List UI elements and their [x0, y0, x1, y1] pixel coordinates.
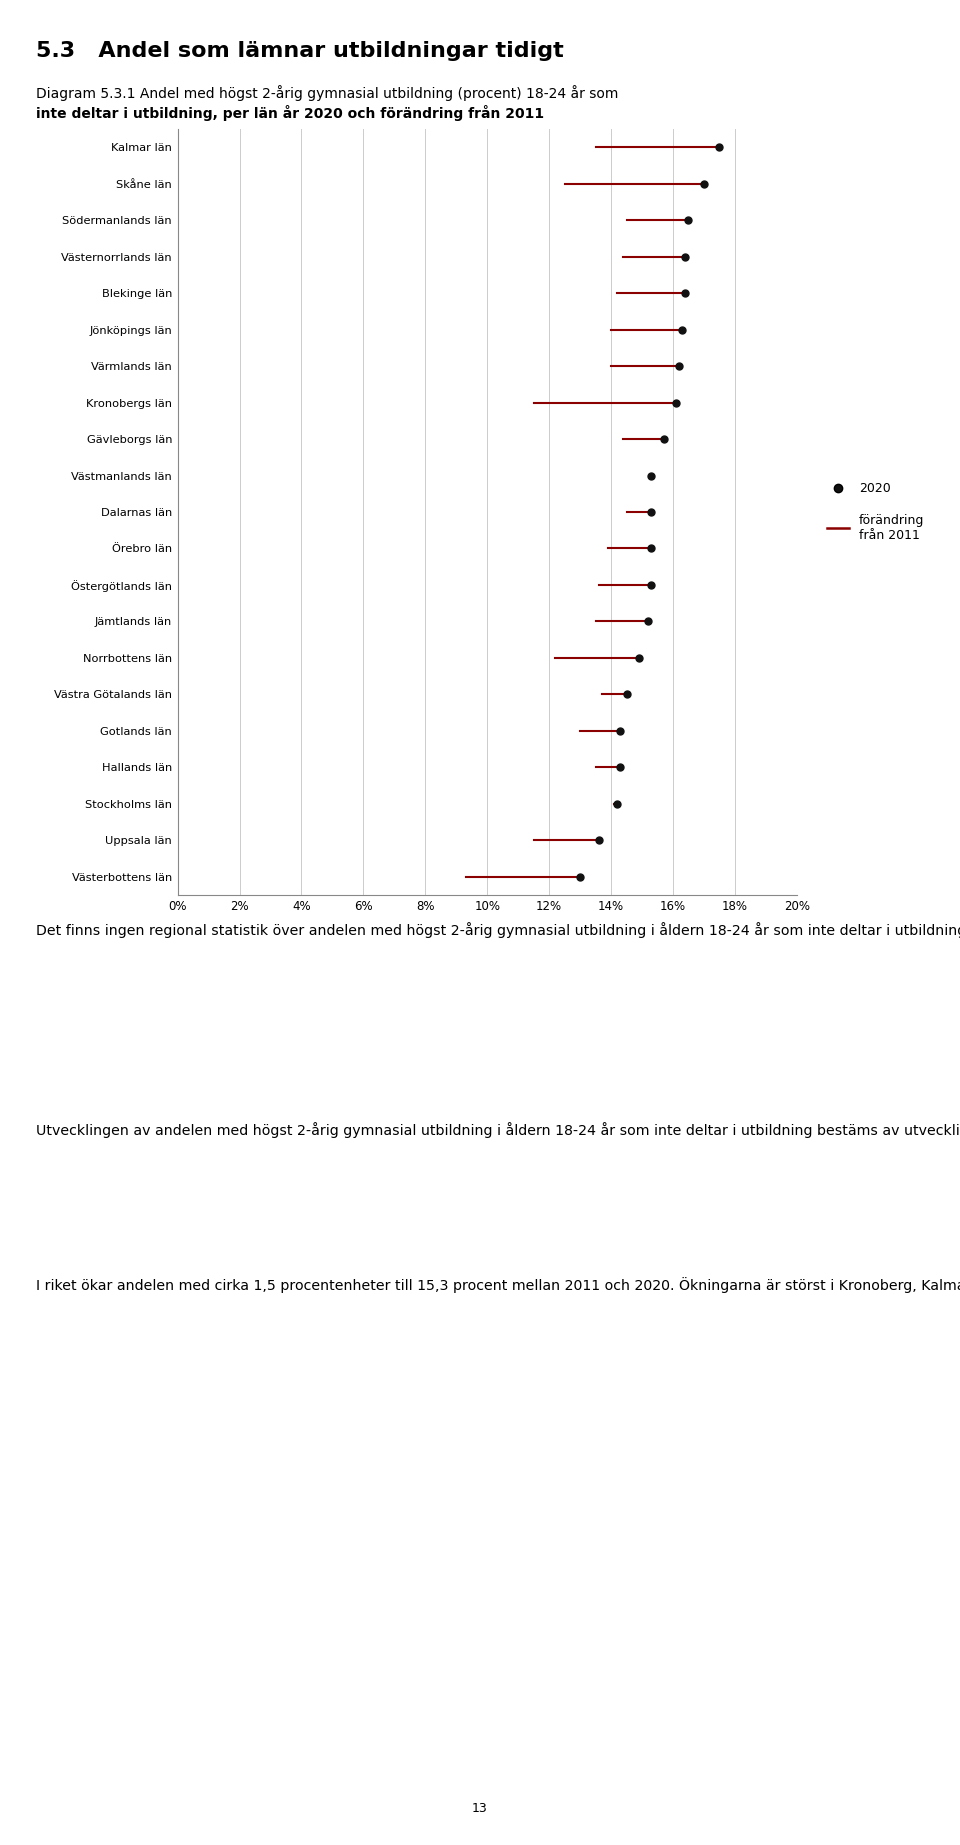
Point — [678, 242, 693, 271]
Point — [681, 205, 696, 234]
Point — [643, 533, 659, 563]
Point — [678, 279, 693, 308]
Point — [612, 753, 628, 782]
Point — [711, 133, 727, 162]
Point — [619, 679, 635, 708]
Legend: 2020, förändring
från 2011: 2020, förändring från 2011 — [822, 478, 929, 546]
Point — [610, 790, 625, 819]
Text: 5.3   Andel som lämnar utbildningar tidigt: 5.3 Andel som lämnar utbildningar tidigt — [36, 41, 564, 61]
Point — [668, 387, 684, 417]
Point — [643, 498, 659, 528]
Text: I riket ökar andelen med cirka 1,5 procentenheter till 15,3 procent mellan 2011 : I riket ökar andelen med cirka 1,5 proce… — [36, 1277, 960, 1293]
Point — [696, 170, 711, 199]
Point — [643, 461, 659, 491]
Point — [632, 644, 647, 673]
Text: inte deltar i utbildning, per län år 2020 och förändring från 2011: inte deltar i utbildning, per län år 202… — [36, 105, 544, 122]
Text: 13: 13 — [472, 1803, 488, 1815]
Point — [612, 716, 628, 745]
Point — [572, 862, 588, 891]
Text: Utvecklingen av andelen med högst 2-årig gymnasial utbildning i åldern 18-24 år : Utvecklingen av andelen med högst 2-årig… — [36, 1122, 960, 1138]
Text: Diagram 5.3.1 Andel med högst 2-årig gymnasial utbildning (procent) 18-24 år som: Diagram 5.3.1 Andel med högst 2-årig gym… — [36, 85, 619, 101]
Point — [656, 424, 671, 454]
Point — [591, 825, 607, 854]
Point — [643, 570, 659, 600]
Text: Det finns ingen regional statistik över andelen med högst 2-årig gymnasial utbil: Det finns ingen regional statistik över … — [36, 922, 960, 939]
Point — [640, 607, 656, 637]
Point — [671, 351, 686, 380]
Point — [675, 315, 690, 345]
